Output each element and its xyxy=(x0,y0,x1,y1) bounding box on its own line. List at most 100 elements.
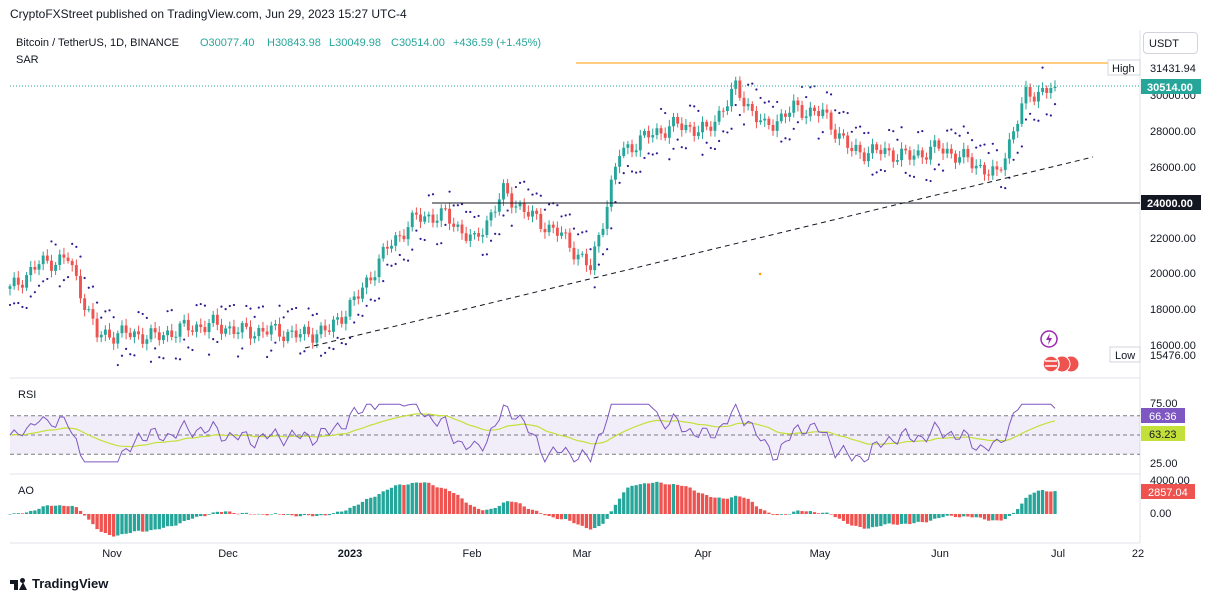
sar-dot xyxy=(875,171,878,174)
ao-bar xyxy=(423,482,427,514)
sar-dot xyxy=(904,171,907,174)
ao-bar xyxy=(576,514,580,525)
ao-bar xyxy=(675,484,680,514)
sar-dot xyxy=(170,309,173,312)
sar-dot xyxy=(547,203,551,206)
ao-bar xyxy=(692,490,696,514)
us-flag-icon[interactable] xyxy=(1042,355,1060,373)
ao-bar xyxy=(1045,491,1049,514)
sar-dot xyxy=(498,233,501,236)
sar-dot xyxy=(25,306,28,310)
candle-body xyxy=(817,111,821,117)
candle-body xyxy=(58,254,62,265)
sar-dot xyxy=(154,347,157,350)
ao-bar xyxy=(120,514,124,535)
sar-dot xyxy=(17,301,20,305)
symbol-label: Bitcoin / TetherUS, 1D, BINANCE xyxy=(16,37,179,49)
ao-bar xyxy=(70,505,74,514)
sar-dot xyxy=(1016,151,1019,154)
sar-dot xyxy=(767,100,770,103)
ao-bar xyxy=(87,514,91,520)
candle-body xyxy=(771,125,775,131)
ao-bar xyxy=(315,514,319,516)
candle-body xyxy=(987,174,991,176)
ao-bar xyxy=(58,505,62,514)
candle-body xyxy=(95,318,99,338)
candle-body xyxy=(734,80,738,89)
sar-dot xyxy=(597,263,600,266)
ao-bar xyxy=(671,484,676,514)
sar-dot xyxy=(539,194,542,197)
ao-bar xyxy=(588,514,593,530)
candle-body xyxy=(290,330,294,332)
candle-body xyxy=(249,326,252,339)
rsi-line xyxy=(9,403,1056,464)
ao-bar xyxy=(402,484,406,514)
candle-body xyxy=(535,210,539,214)
candle-body xyxy=(108,329,111,338)
ascending-trendline[interactable] xyxy=(304,156,1094,349)
sar-dot xyxy=(311,313,314,317)
ao-bar xyxy=(887,514,891,524)
ao-bar xyxy=(796,510,800,514)
sar-dot xyxy=(489,239,493,242)
time-axis[interactable]: Nov Dec 2023 Feb Mar Apr May Jun Jul 22 xyxy=(102,548,1144,560)
ao-bar xyxy=(916,514,920,522)
candle-body xyxy=(659,128,663,134)
sar-dot xyxy=(1041,66,1044,69)
ao-bar xyxy=(858,514,862,528)
sar-dot xyxy=(506,209,509,212)
ao-bar xyxy=(344,510,348,514)
candle-body xyxy=(866,153,870,162)
tradingview-logo[interactable]: TradingView xyxy=(10,576,108,591)
sar-dot xyxy=(353,321,356,324)
candle-body xyxy=(564,232,568,234)
ao-bar xyxy=(655,481,659,514)
ao-bar xyxy=(435,487,439,514)
sar-dot xyxy=(979,144,982,147)
candle-body xyxy=(742,97,746,107)
ao-bar xyxy=(352,505,356,514)
sar-dot xyxy=(58,285,61,288)
candle-body xyxy=(419,214,422,222)
price-tick: 18000.00 xyxy=(1150,304,1196,316)
candle-body xyxy=(141,334,145,344)
sar-dot xyxy=(415,229,418,232)
sar-dot xyxy=(921,129,924,133)
candle-body xyxy=(978,164,982,166)
event-icons[interactable] xyxy=(758,272,1080,373)
ao-bar xyxy=(149,514,153,531)
sar-dot xyxy=(419,237,422,241)
sar-dot xyxy=(129,353,132,356)
sar-dot xyxy=(319,354,323,357)
sar-dot xyxy=(676,138,679,141)
ao-bar xyxy=(418,482,423,514)
sar-dot xyxy=(838,111,841,115)
ao-bar xyxy=(891,514,895,525)
sar-dot xyxy=(344,343,347,346)
time-tick: Jun xyxy=(931,548,949,560)
ao-bar xyxy=(91,514,95,525)
candle-body xyxy=(730,88,733,107)
ao-bar xyxy=(340,511,344,514)
tradingview-brand-text: TradingView xyxy=(32,576,109,591)
sar-dot xyxy=(361,314,364,317)
candle-body xyxy=(788,112,792,117)
candle-body xyxy=(974,165,978,169)
candle-body xyxy=(862,152,866,162)
price-axis[interactable]: 16000.00 18000.00 20000.00 22000.00 2600… xyxy=(1150,90,1196,352)
candle-body xyxy=(601,228,605,235)
ao-bar xyxy=(812,512,817,514)
candle-body xyxy=(37,264,41,270)
candle-body xyxy=(294,330,298,338)
sar-dot xyxy=(340,341,343,345)
ao-bar xyxy=(431,485,435,514)
sar-dot xyxy=(966,131,970,134)
candle-body xyxy=(904,148,908,151)
sar-dot xyxy=(299,352,302,355)
sar-dot xyxy=(722,130,725,133)
currency-selector[interactable]: USDT xyxy=(1143,32,1198,54)
ao-bar xyxy=(136,514,141,531)
ao-bar xyxy=(899,514,904,524)
